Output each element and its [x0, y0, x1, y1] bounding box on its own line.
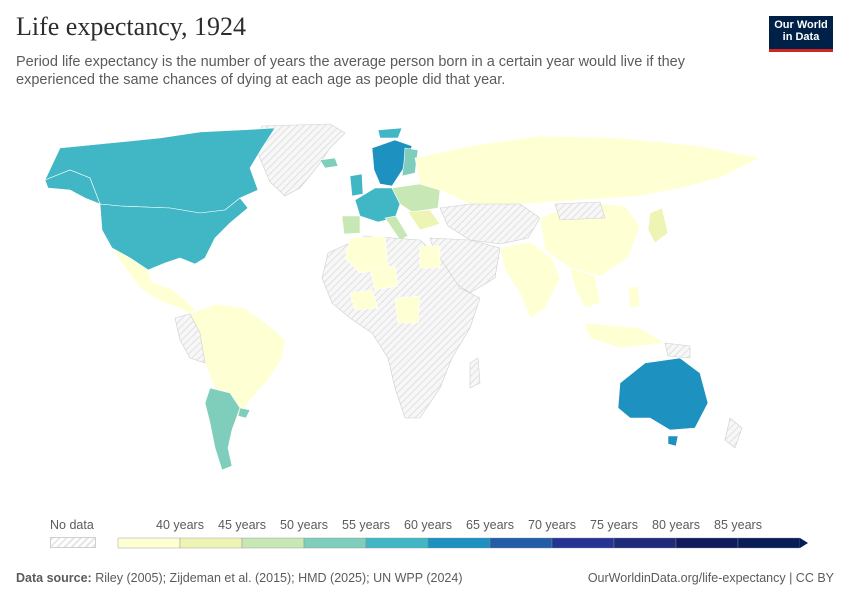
region-new-guinea[interactable] — [664, 342, 691, 359]
legend-tick-label: 60 years — [404, 518, 452, 532]
legend-tick-label: 40 years — [156, 518, 204, 532]
legend-tick-label: 55 years — [342, 518, 390, 532]
region-western-europe[interactable] — [354, 187, 401, 223]
region-australia[interactable] — [617, 357, 709, 431]
legend-tick-label: 85 years — [714, 518, 762, 532]
page-subtitle: Period life expectancy is the number of … — [16, 54, 685, 88]
owid-logo[interactable]: Our World in Data — [769, 16, 833, 52]
region-italy[interactable] — [384, 215, 409, 241]
region-iceland[interactable] — [319, 157, 339, 169]
region-madagascar[interactable] — [469, 357, 481, 389]
region-south-america[interactable] — [189, 303, 286, 419]
legend-bin-swatch[interactable] — [489, 537, 553, 549]
region-indonesia[interactable] — [584, 322, 666, 349]
legend-bin-swatch[interactable] — [117, 537, 181, 549]
region-india[interactable] — [499, 241, 561, 319]
legend-no-data-label: No data — [50, 518, 94, 532]
region-alaska[interactable] — [44, 169, 101, 205]
legend-tick-label: 65 years — [466, 518, 514, 532]
legend-bin-swatch[interactable] — [613, 537, 677, 549]
region-scandinavia[interactable] — [371, 139, 413, 187]
region-southeast-asia[interactable] — [569, 267, 601, 309]
region-argentina[interactable] — [204, 387, 241, 471]
region-mexico[interactable] — [111, 247, 196, 315]
legend-bin-swatch[interactable] — [303, 537, 367, 549]
footer-url[interactable]: OurWorldinData.org/life-expectancy | CC … — [587, 571, 834, 585]
legend-color-scale: 40 years 45 years 50 years 55 years 60 years… — [117, 518, 808, 549]
legend-tick-label: 45 years — [218, 518, 266, 532]
legend-tick-label: 80 years — [652, 518, 700, 532]
region-central-asia[interactable] — [439, 203, 541, 245]
legend-bin-swatch[interactable] — [241, 537, 305, 549]
legend-tick-label: 75 years — [590, 518, 638, 532]
legend-bin-swatch[interactable] — [427, 537, 491, 549]
region-sahel[interactable] — [369, 265, 399, 291]
footer-source: Data source: Riley (2005); Zijdeman et a… — [16, 571, 463, 585]
legend-arrow-tip — [800, 538, 808, 548]
legend-no-data-swatch — [50, 537, 96, 548]
region-north-africa-east[interactable] — [419, 245, 441, 269]
region-new-zealand[interactable] — [724, 417, 743, 449]
page-title: Life expectancy, 1924 — [16, 12, 247, 41]
region-central-africa[interactable] — [394, 295, 421, 324]
legend-bin-swatch[interactable] — [179, 537, 243, 549]
logo-line-1: Our World — [774, 19, 828, 31]
region-russia[interactable] — [414, 135, 761, 205]
legend-bin-swatch[interactable] — [675, 537, 739, 549]
region-venezuela-colombia[interactable] — [174, 313, 206, 364]
legend-tick-label: 50 years — [280, 518, 328, 532]
region-tasmania[interactable] — [667, 435, 679, 447]
source-text: Riley (2005); Zijdeman et al. (2015); HM… — [95, 571, 463, 585]
legend-bin-swatch[interactable] — [551, 537, 615, 549]
region-japan[interactable] — [647, 207, 669, 244]
logo-line-2: in Data — [782, 31, 820, 43]
world-map — [44, 123, 761, 471]
legend-bin-swatch[interactable] — [365, 537, 429, 549]
source-label: Data source: — [16, 571, 92, 585]
region-uruguay[interactable] — [237, 407, 251, 419]
region-philippines[interactable] — [627, 285, 641, 309]
region-mongolia[interactable] — [554, 201, 606, 221]
region-central-europe[interactable] — [391, 183, 441, 213]
region-finland[interactable] — [401, 147, 419, 177]
legend-tick-label: 70 years — [528, 518, 576, 532]
region-balkans[interactable] — [407, 209, 441, 231]
region-west-africa[interactable] — [349, 289, 379, 311]
legend-bin-swatch[interactable] — [737, 537, 801, 549]
region-svalbard[interactable] — [377, 127, 403, 139]
region-uk[interactable] — [349, 173, 364, 197]
region-iberia[interactable] — [341, 215, 361, 235]
region-greenland[interactable] — [254, 123, 346, 197]
